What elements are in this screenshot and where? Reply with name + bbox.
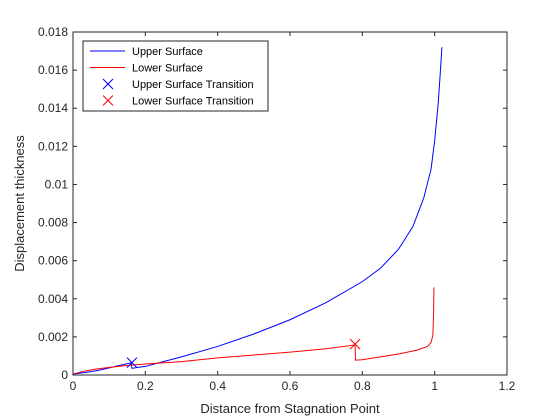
y-tick-label: 0.006 xyxy=(38,254,68,268)
x-tick-label: 0.4 xyxy=(209,379,226,393)
legend-swatch-marker xyxy=(102,78,114,90)
legend-item: Lower Surface xyxy=(90,63,203,75)
legend-swatch-marker xyxy=(102,95,114,106)
y-tick-label: 0.012 xyxy=(38,139,68,153)
transition-marker-3 xyxy=(349,338,361,350)
y-axis-label: Displacement thickness xyxy=(12,135,27,272)
ticks-layer: 0 0.2 0.4 0.6 0.8 1 1.2 0 0.002 0.004 0.006 0.008 0.… xyxy=(38,25,516,393)
y-tick-label: 0.002 xyxy=(38,330,68,344)
y-tick-label: 0.008 xyxy=(38,216,68,230)
y-tick-label: 0.018 xyxy=(38,25,68,39)
x-tick-label: 0.6 xyxy=(282,379,299,393)
legend-label: Upper Surface Transition xyxy=(132,79,254,91)
legend-label: Upper Surface xyxy=(132,46,203,58)
x-tick-label: 0.8 xyxy=(354,379,371,393)
legend-box xyxy=(82,40,269,112)
legend-item: Upper Surface xyxy=(90,46,203,58)
legend-label: Lower Surface xyxy=(132,63,203,75)
y-tick-label: 0.016 xyxy=(38,63,68,77)
legend-item: Lower Surface Transition xyxy=(102,95,254,108)
y-tick-label: 0.014 xyxy=(38,101,68,115)
legend: Upper Surface Lower Surface Upper Surface … xyxy=(82,40,269,112)
x-tick-label: 1 xyxy=(431,379,438,393)
y-tick-label: 0 xyxy=(61,368,68,382)
legend-label: Lower Surface Transition xyxy=(132,96,254,108)
transition-marker-2 xyxy=(126,357,138,368)
y-tick-label: 0.01 xyxy=(45,177,69,191)
x-tick-label: 0 xyxy=(70,379,77,393)
x-axis-label: Distance from Stagnation Point xyxy=(200,401,380,416)
y-tick-label: 0.004 xyxy=(38,292,68,306)
series-line-1 xyxy=(72,287,435,375)
series-layer xyxy=(72,47,443,375)
legend-item: Upper Surface Transition xyxy=(102,78,254,91)
x-tick-label: 1.2 xyxy=(499,379,516,393)
x-tick-label: 0.2 xyxy=(137,379,154,393)
